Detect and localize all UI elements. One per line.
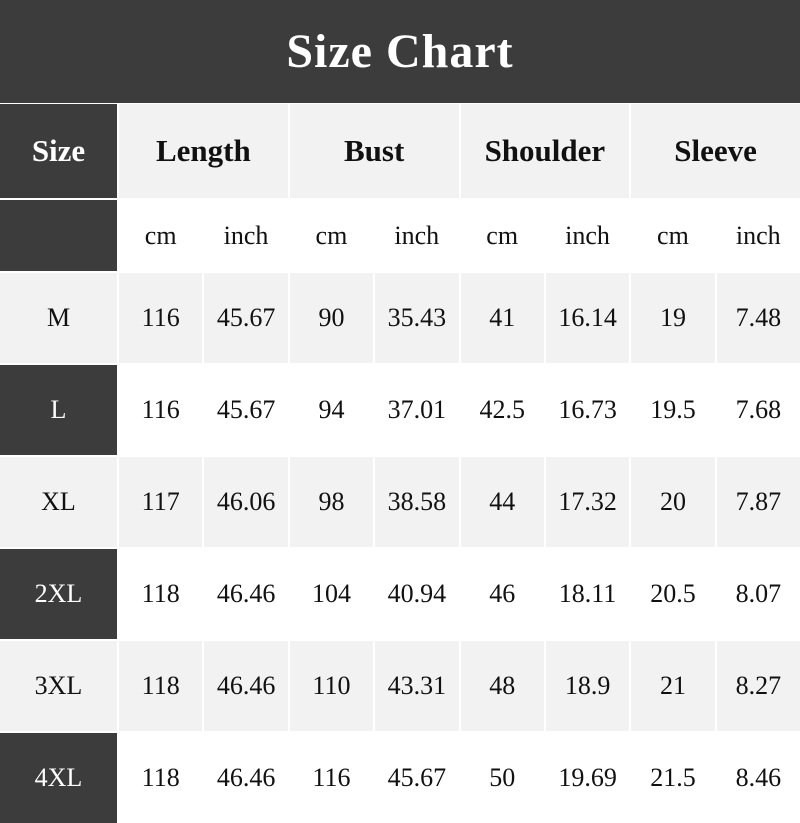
unit-label: inch — [375, 200, 459, 271]
unit-label: inch — [204, 200, 288, 271]
unit-label: inch — [716, 200, 800, 271]
table-cell: 116 — [289, 733, 374, 823]
unit-label: cm — [289, 200, 374, 271]
header-bust: Bust — [289, 104, 459, 198]
size-label: 2XL — [0, 549, 117, 639]
header-sleeve: Sleeve — [631, 104, 800, 198]
table-cell: 21 — [631, 641, 715, 731]
size-label: XL — [0, 457, 117, 547]
table-cell: 16.73 — [545, 365, 630, 455]
table-cell: 104 — [289, 549, 374, 639]
table-cell: 8.07 — [716, 549, 800, 639]
header-length: Length — [119, 104, 288, 198]
size-label: 4XL — [0, 733, 117, 823]
table-cell: 18.9 — [545, 641, 630, 731]
table-cell: 18.11 — [545, 549, 630, 639]
unit-label: cm — [460, 200, 544, 271]
page-title: Size Chart — [0, 0, 800, 103]
table-cell: 116 — [119, 273, 203, 363]
table-cell: 44 — [460, 457, 544, 547]
table-cell: 98 — [289, 457, 374, 547]
table-cell: 117 — [119, 457, 203, 547]
table-cell: 20 — [631, 457, 715, 547]
size-label: M — [0, 273, 117, 363]
table-cell: 110 — [289, 641, 374, 731]
table-cell: 48 — [460, 641, 544, 731]
table-cell: 46.46 — [204, 641, 288, 731]
table-cell: 46 — [460, 549, 544, 639]
table-cell: 38.58 — [375, 457, 459, 547]
table-cell: 7.68 — [716, 365, 800, 455]
table-cell: 21.5 — [631, 733, 715, 823]
units-size-blank — [0, 200, 117, 271]
table-cell: 42.5 — [460, 365, 544, 455]
table-cell: 19.5 — [631, 365, 715, 455]
table-cell: 118 — [119, 733, 203, 823]
header-shoulder: Shoulder — [460, 104, 630, 198]
unit-label: cm — [631, 200, 715, 271]
table-cell: 118 — [119, 641, 203, 731]
table-cell: 17.32 — [545, 457, 630, 547]
table-cell: 118 — [119, 549, 203, 639]
table-cell: 46.46 — [204, 549, 288, 639]
table-cell: 50 — [460, 733, 544, 823]
table-cell: 35.43 — [375, 273, 459, 363]
table-cell: 90 — [289, 273, 374, 363]
table-cell: 37.01 — [375, 365, 459, 455]
unit-label: cm — [119, 200, 203, 271]
table-cell: 45.67 — [204, 273, 288, 363]
table-cell: 41 — [460, 273, 544, 363]
table-cell: 19 — [631, 273, 715, 363]
table-cell: 19.69 — [545, 733, 630, 823]
table-cell: 45.67 — [204, 365, 288, 455]
table-cell: 46.46 — [204, 733, 288, 823]
table-cell: 116 — [119, 365, 203, 455]
size-label: L — [0, 365, 117, 455]
table-cell: 16.14 — [545, 273, 630, 363]
header-size: Size — [0, 104, 117, 198]
table-cell: 46.06 — [204, 457, 288, 547]
table-cell: 7.87 — [716, 457, 800, 547]
unit-label: inch — [545, 200, 630, 271]
table-cell: 43.31 — [375, 641, 459, 731]
size-label: 3XL — [0, 641, 117, 731]
table-cell: 40.94 — [375, 549, 459, 639]
table-cell: 45.67 — [375, 733, 459, 823]
table-cell: 7.48 — [716, 273, 800, 363]
table-cell: 94 — [289, 365, 374, 455]
table-cell: 8.27 — [716, 641, 800, 731]
size-table: Size Length Bust Shoulder Sleeve cm inch cm inch… — [0, 104, 800, 823]
table-cell: 20.5 — [631, 549, 715, 639]
table-cell: 8.46 — [716, 733, 800, 823]
